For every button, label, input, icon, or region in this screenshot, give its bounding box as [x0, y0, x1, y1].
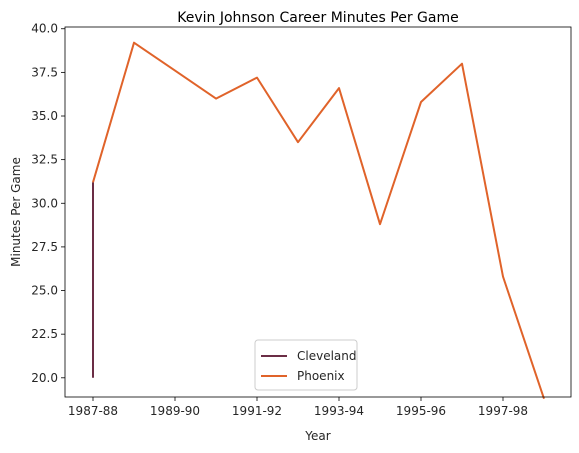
x-axis: 1987-88 1989-90 1991-92 1993-94 1995-96 1997-… — [68, 397, 528, 418]
x-tick-label: 1991-92 — [232, 404, 282, 418]
y-tick-label: 30.0 — [31, 196, 58, 210]
legend-label-cleveland: Cleveland — [297, 349, 357, 363]
y-tick-label: 32.5 — [31, 153, 58, 167]
plot-frame — [64, 26, 572, 398]
y-tick-label: 27.5 — [31, 240, 58, 254]
chart-title: Kevin Johnson Career Minutes Per Game — [177, 10, 458, 26]
plot-area — [92, 41, 545, 400]
y-tick-label: 20.0 — [31, 371, 58, 385]
y-tick-label: 40.0 — [31, 22, 58, 36]
y-tick-label: 37.5 — [31, 65, 58, 79]
legend-box — [254, 339, 358, 391]
y-tick-label: 22.5 — [31, 327, 58, 341]
y-axis-label: Minutes Per Game — [9, 157, 23, 267]
legend: Cleveland Phoenix — [254, 339, 358, 391]
x-tick-label: 1989-90 — [150, 404, 200, 418]
x-axis-label: Year — [304, 429, 330, 443]
series-line-phoenix — [92, 41, 545, 400]
x-tick-label: 1993-94 — [314, 404, 364, 418]
y-axis: 20.0 22.5 25.0 27.5 30.0 32.5 35.0 37.5 40.0 — [31, 22, 65, 385]
x-tick-label: 1995-96 — [396, 404, 446, 418]
x-tick-label: 1997-98 — [478, 404, 528, 418]
y-tick-label: 35.0 — [31, 109, 58, 123]
legend-label-phoenix: Phoenix — [297, 369, 345, 383]
x-tick-label: 1987-88 — [68, 404, 118, 418]
y-tick-label: 25.0 — [31, 284, 58, 298]
